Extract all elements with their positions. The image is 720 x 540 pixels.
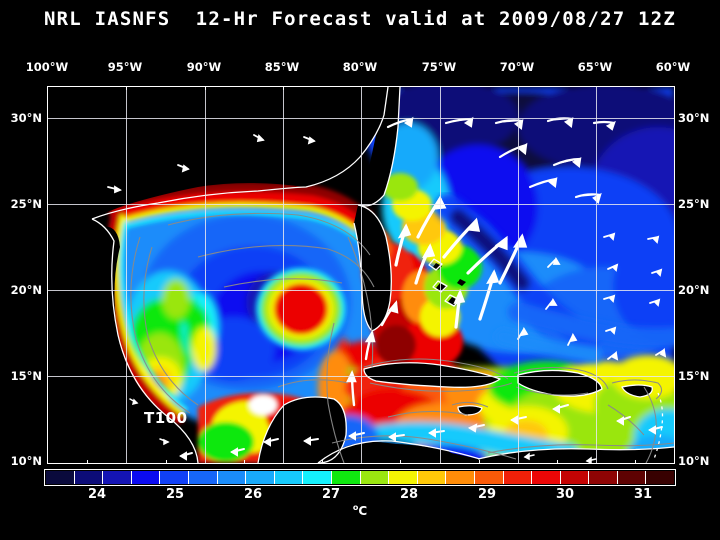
colorbar-tick-26: 26 — [243, 487, 263, 502]
field-annotation-label: T100 — [144, 409, 188, 427]
colorbar-swatch — [188, 471, 218, 484]
axis-tick — [166, 460, 167, 463]
colorbar-swatch — [331, 471, 361, 484]
colorbar-swatch — [617, 471, 647, 484]
lat-tick-20n-left: 20°N — [10, 283, 42, 297]
colorbar-tick-27: 27 — [321, 487, 341, 502]
axis-tick — [244, 460, 245, 463]
celsius-letter: C — [358, 504, 368, 518]
colorbar-swatch — [74, 471, 104, 484]
sea-temperature-raster — [48, 87, 674, 463]
axis-tick — [635, 460, 636, 463]
lat-tick-25n-left: 25°N — [10, 197, 42, 211]
colorbar-tick-24: 24 — [87, 487, 107, 502]
lat-tick-25n-right: 25°N — [678, 197, 710, 211]
axis-tick — [479, 460, 480, 463]
gridline-lon-80 — [361, 87, 362, 463]
gridline-lon-65 — [596, 87, 597, 463]
colorbar-swatch — [246, 471, 275, 484]
lat-tick-15n-left: 15°N — [10, 369, 42, 383]
colorbar-swatch — [360, 471, 390, 484]
colorbar-swatch — [303, 471, 332, 484]
lon-tick-60w: 60°W — [655, 60, 691, 74]
colorbar — [44, 469, 676, 486]
lon-tick-70w: 70°W — [499, 60, 535, 74]
colorbar-units-label: oC — [0, 503, 720, 518]
colorbar-swatch — [417, 471, 447, 484]
gridline-lon-90 — [205, 87, 206, 463]
lat-tick-30n-right: 30°N — [678, 111, 710, 125]
colorbar-swatch — [503, 471, 533, 484]
axis-tick — [557, 460, 558, 463]
map-plot-area: T100 — [47, 86, 675, 464]
lon-tick-85w: 85°W — [264, 60, 300, 74]
colorbar-swatch — [103, 471, 132, 484]
lon-tick-100w: 100°W — [25, 60, 69, 74]
sst-field: T100 — [48, 87, 674, 463]
colorbar-swatch — [131, 471, 161, 484]
gridline-lon-85 — [283, 87, 284, 463]
lon-tick-95w: 95°W — [107, 60, 143, 74]
axis-tick — [283, 87, 284, 90]
axis-tick — [205, 87, 206, 90]
gridline-lon-95 — [126, 87, 127, 463]
lat-tick-15n-right: 15°N — [678, 369, 710, 383]
axis-tick — [87, 460, 88, 463]
colorbar-swatch — [560, 471, 590, 484]
lat-tick-20n-right: 20°N — [678, 283, 710, 297]
colorbar-swatch — [446, 471, 475, 484]
colorbar-tick-31: 31 — [633, 487, 653, 502]
colorbar-swatch — [46, 471, 75, 484]
lat-tick-10n-right: 10°N — [678, 454, 710, 468]
colorbar-swatch — [160, 471, 189, 484]
page-title: NRL IASNFS 12-Hr Forecast valid at 2009/… — [44, 8, 676, 30]
colorbar-swatch — [589, 471, 618, 484]
lon-tick-75w: 75°W — [421, 60, 457, 74]
colorbar-tick-30: 30 — [555, 487, 575, 502]
colorbar-swatch — [217, 471, 247, 484]
colorbar-swatches — [46, 471, 675, 484]
axis-tick — [126, 87, 127, 90]
lon-tick-90w: 90°W — [186, 60, 222, 74]
axis-tick — [400, 460, 401, 463]
lon-tick-80w: 80°W — [342, 60, 378, 74]
colorbar-tick-28: 28 — [399, 487, 419, 502]
colorbar-swatch — [646, 471, 675, 484]
gridline-lon-75 — [440, 87, 441, 463]
lat-tick-10n-left: 10°N — [10, 454, 42, 468]
colorbar-tick-29: 29 — [477, 487, 497, 502]
colorbar-swatch — [389, 471, 418, 484]
colorbar-swatch — [532, 471, 561, 484]
gridline-lon-70 — [518, 87, 519, 463]
lat-tick-30n-left: 30°N — [10, 111, 42, 125]
lon-tick-65w: 65°W — [577, 60, 613, 74]
degree-symbol: o — [352, 503, 359, 512]
colorbar-tick-25: 25 — [165, 487, 185, 502]
colorbar-swatch — [274, 471, 304, 484]
colorbar-swatch — [474, 471, 504, 484]
axis-tick — [322, 460, 323, 463]
